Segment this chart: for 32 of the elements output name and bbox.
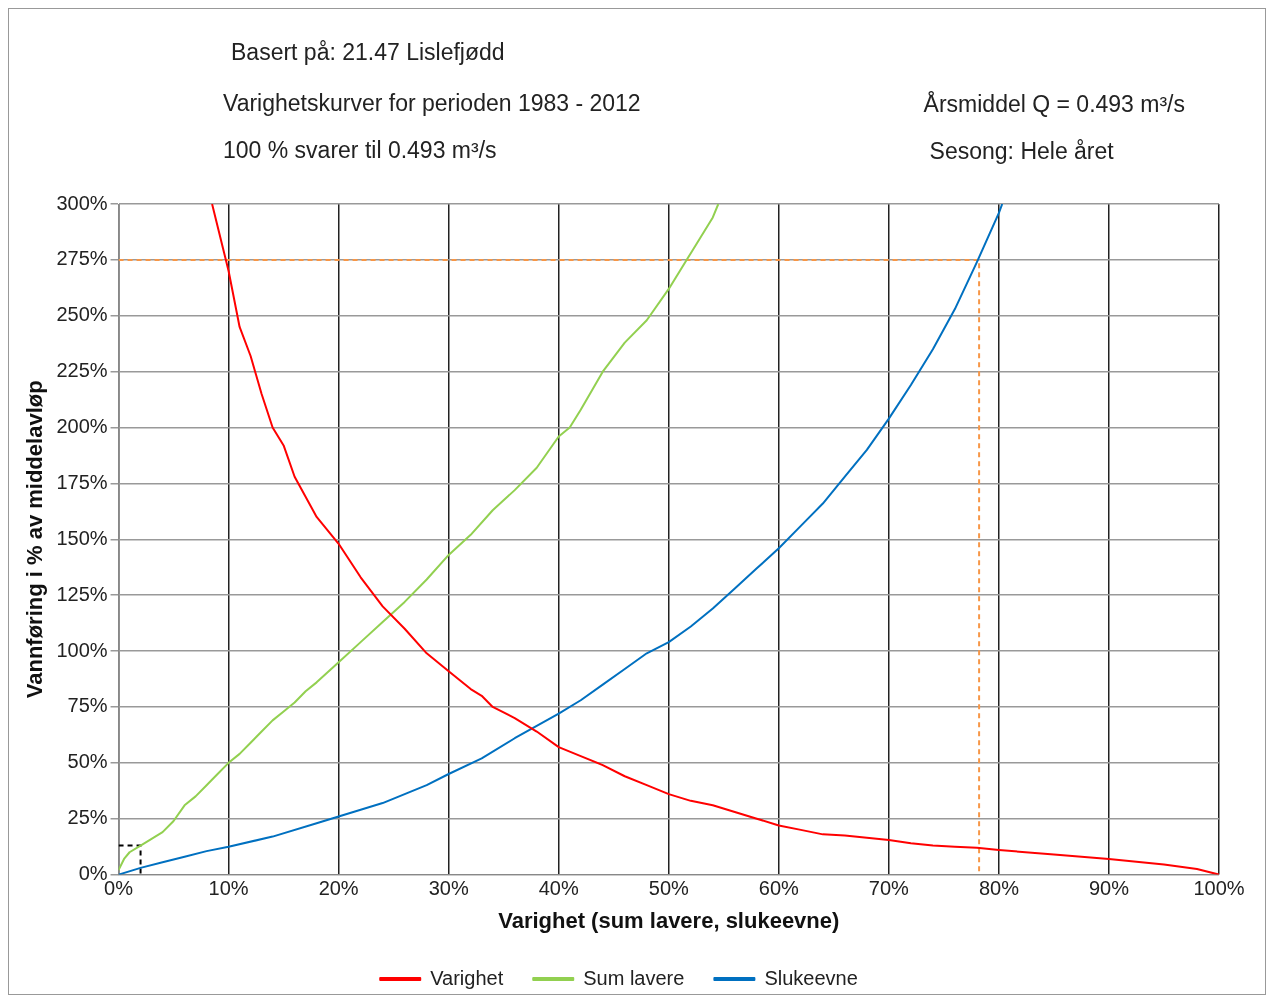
x-tick-label: 70% bbox=[868, 877, 910, 900]
text: Årsmiddel Q = 0.493 m³/s bbox=[923, 91, 1185, 118]
y-tick-label: 275% bbox=[56, 247, 108, 270]
y-axis-title: Vannføring i % av middelavløp bbox=[22, 380, 48, 699]
y-tick-label: 250% bbox=[56, 303, 108, 326]
x-tick-label: 50% bbox=[648, 877, 690, 900]
y-tick-label: 75% bbox=[67, 694, 108, 717]
legend-label: Slukeevne bbox=[764, 966, 858, 989]
y-tick-label: 125% bbox=[56, 582, 108, 605]
x-tick-label: 40% bbox=[538, 877, 579, 900]
y-tick-label: 150% bbox=[56, 526, 108, 549]
x-tick-label: 10% bbox=[208, 877, 249, 900]
y-tick-label: 50% bbox=[67, 750, 108, 773]
x-tick-label: 90% bbox=[1088, 877, 1130, 900]
text: Sesong: Hele året bbox=[929, 138, 1115, 165]
x-tick-label: 30% bbox=[428, 877, 469, 900]
x-tick-label: 100% bbox=[1193, 877, 1245, 900]
legend-label: Varighet bbox=[430, 966, 504, 989]
y-tick-label: 225% bbox=[56, 359, 108, 382]
x-tick-label: 80% bbox=[978, 877, 1020, 900]
x-tick-label: 60% bbox=[758, 877, 800, 900]
y-tick-label: 200% bbox=[56, 415, 108, 438]
legend-label: Sum lavere bbox=[583, 966, 685, 989]
chart-title: Basert på: 21.47 Lislefjødd bbox=[231, 39, 506, 66]
text: 100 % svarer til 0.493 m³/s bbox=[223, 137, 498, 164]
y-tick-label: 25% bbox=[67, 806, 108, 829]
x-axis-title: Varighet (sum lavere, slukeevne) bbox=[498, 907, 840, 933]
y-tick-label: 100% bbox=[56, 638, 108, 661]
chart-subtitle: Varighetskurver for perioden 1983 - 2012 bbox=[223, 90, 641, 117]
y-tick-label: 175% bbox=[56, 470, 108, 493]
y-tick-label: 300% bbox=[56, 191, 108, 214]
x-tick-label: 20% bbox=[318, 877, 359, 900]
